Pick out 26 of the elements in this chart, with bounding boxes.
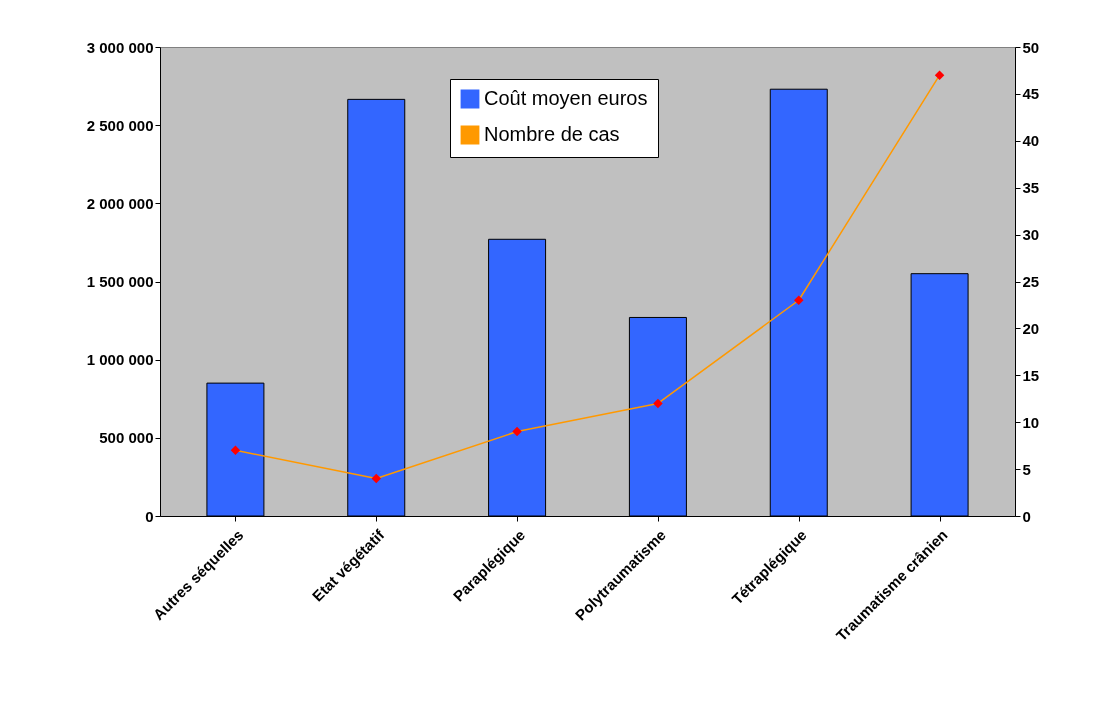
y2-tick-label: 10	[1022, 413, 1040, 431]
legend-label: Coût moyen euros	[484, 87, 648, 109]
y2-tick-label: 25	[1022, 273, 1040, 290]
y2-tick-label: 40	[1022, 132, 1040, 150]
y-tick-label: 2 500 000	[86, 116, 154, 134]
y2-tick-label: 35	[1022, 179, 1040, 197]
y2-tick-label: 20	[1022, 319, 1040, 337]
y-tick-label: 500 000	[99, 429, 154, 447]
point	[934, 70, 945, 80]
point	[371, 473, 381, 484]
y-tick-label: 0	[145, 507, 154, 525]
legend-label: Nombre de cas	[484, 123, 620, 145]
y2-tick-label: 30	[1022, 226, 1040, 244]
y2-tick-label: 15	[1022, 366, 1040, 384]
point	[512, 426, 522, 437]
point	[653, 398, 663, 409]
y2-tick-label: 0	[1022, 507, 1031, 525]
y2-tick-label: 50	[1022, 38, 1040, 56]
point	[794, 295, 804, 305]
y-tick-label: 3 000 000	[86, 38, 154, 56]
y-tick-label: 1 000 000	[86, 351, 154, 369]
y2-tick-label: 5	[1022, 460, 1031, 478]
point	[230, 445, 241, 456]
y-tick-label: 1 500 000	[86, 273, 154, 290]
y-tick-label: 2 000 000	[86, 194, 154, 212]
y2-tick-label: 45	[1022, 85, 1040, 103]
